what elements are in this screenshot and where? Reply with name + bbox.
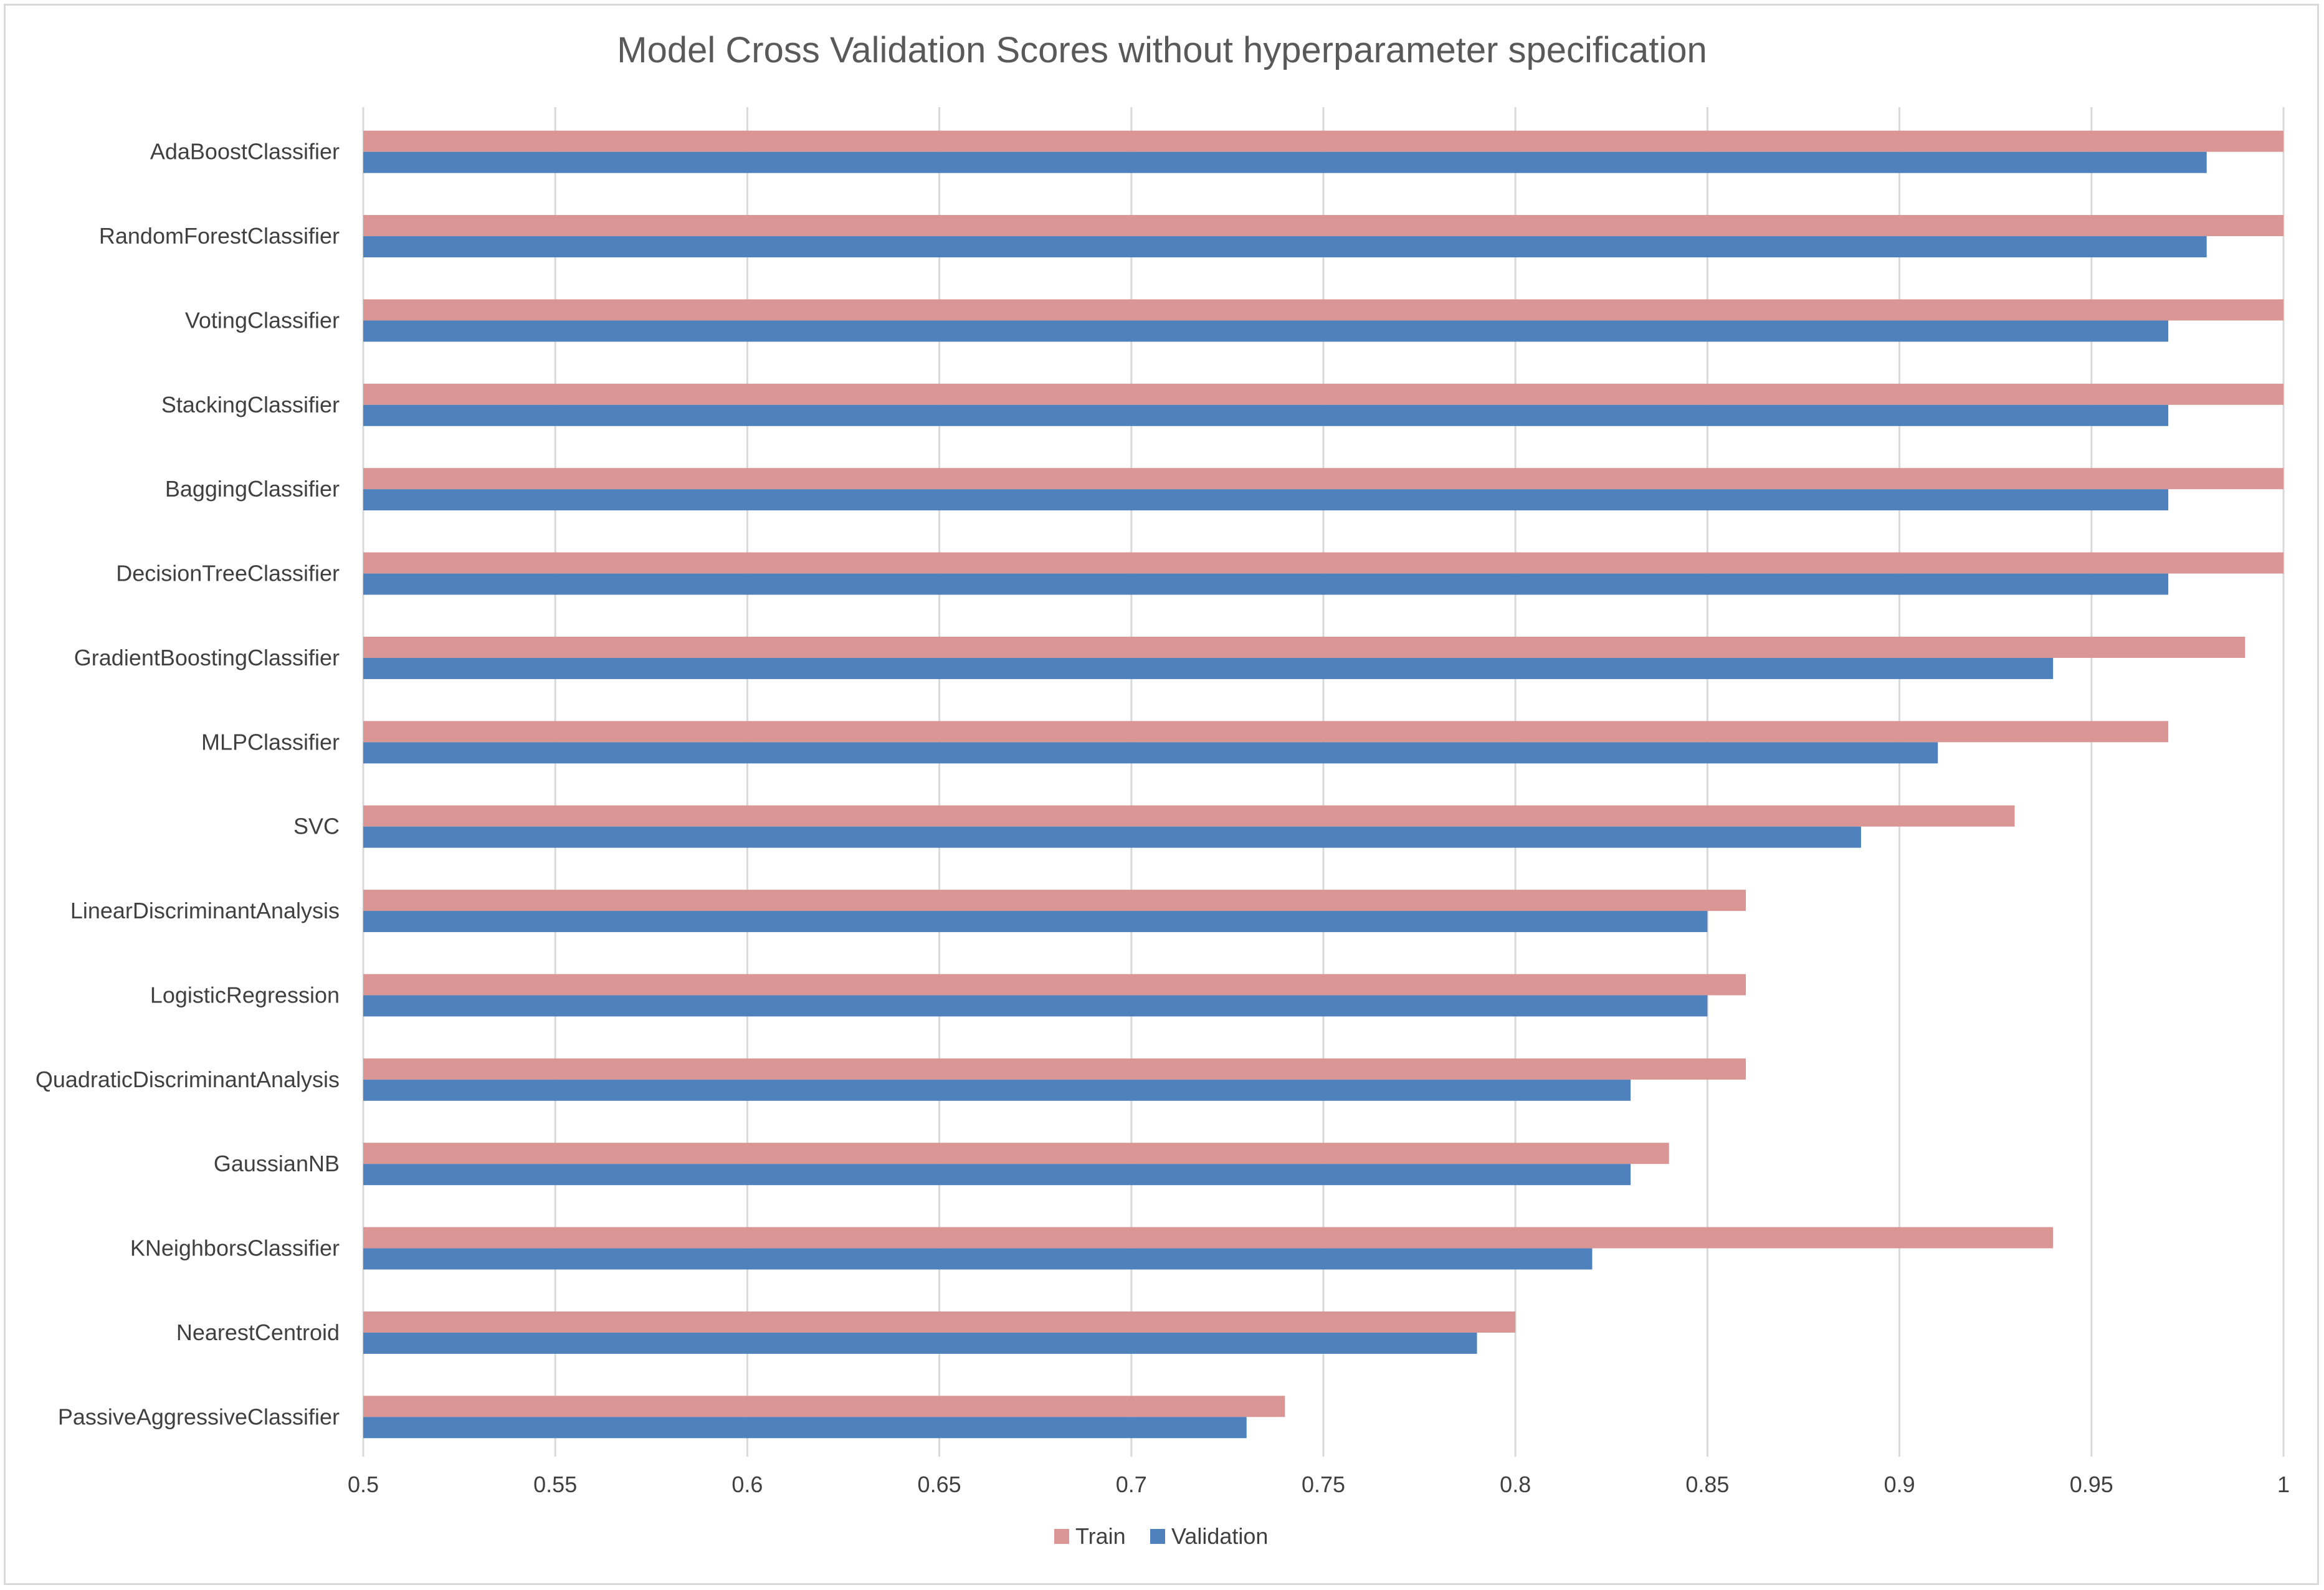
x-tick-label: 0.7	[1116, 1472, 1147, 1497]
validation-bar	[363, 404, 2169, 426]
x-tick-label: 0.9	[1884, 1472, 1915, 1497]
category-label: GradientBoostingClassifier	[74, 645, 340, 670]
validation-bar	[363, 151, 2207, 173]
validation-bar	[363, 1164, 1631, 1186]
validation-legend-swatch	[1150, 1529, 1165, 1544]
validation-bar	[363, 1079, 1631, 1101]
x-tick-label: 1	[2277, 1472, 2290, 1497]
validation-bar	[363, 911, 1708, 933]
validation-bar	[363, 1248, 1593, 1270]
category-label: KNeighborsClassifier	[130, 1235, 340, 1261]
train-bar	[363, 1058, 1746, 1080]
validation-bar	[363, 489, 2169, 511]
chart-title: Model Cross Validation Scores without hy…	[617, 30, 1707, 70]
train-bar	[363, 636, 2245, 658]
category-label: StackingClassifier	[161, 392, 340, 417]
category-label: DecisionTreeClassifier	[116, 561, 340, 586]
category-label: SVC	[293, 814, 340, 839]
train-bar	[363, 130, 2284, 152]
validation-bar	[363, 1417, 1247, 1439]
train-bar	[363, 805, 2015, 827]
x-tick-label: 0.85	[1685, 1472, 1729, 1497]
train-bar	[363, 552, 2284, 574]
x-tick-label: 0.65	[918, 1472, 961, 1497]
category-label: QuadraticDiscriminantAnalysis	[36, 1067, 340, 1092]
validation-bar	[363, 573, 2169, 595]
train-legend-label: Train	[1075, 1523, 1126, 1549]
validation-bar	[363, 320, 2169, 342]
x-tick-label: 0.55	[533, 1472, 577, 1497]
train-bar	[363, 1143, 1669, 1164]
x-tick-label: 0.95	[2070, 1472, 2113, 1497]
train-bar	[363, 383, 2284, 405]
train-bar	[363, 721, 2169, 743]
category-label: RandomForestClassifier	[99, 223, 340, 249]
train-bar	[363, 468, 2284, 490]
category-label: LinearDiscriminantAnalysis	[70, 898, 340, 923]
category-label: LogisticRegression	[150, 982, 340, 1007]
category-label: MLPClassifier	[201, 729, 340, 755]
category-label: VotingClassifier	[185, 307, 340, 333]
validation-bar	[363, 826, 1861, 848]
category-axis-labels: AdaBoostClassifier RandomForestClassifier…	[36, 139, 340, 1430]
train-bar	[363, 1227, 2054, 1249]
validation-bar	[363, 995, 1708, 1017]
train-bar	[363, 299, 2284, 321]
validation-bar	[363, 236, 2207, 258]
train-bar	[363, 890, 1746, 912]
category-label: PassiveAggressiveClassifier	[58, 1404, 340, 1429]
train-bar	[363, 974, 1746, 996]
category-label: GaussianNB	[214, 1151, 340, 1176]
validation-bar	[363, 742, 1938, 764]
validation-legend-label: Validation	[1171, 1523, 1268, 1549]
category-label: BaggingClassifier	[165, 476, 340, 502]
category-label: AdaBoostClassifier	[150, 139, 340, 164]
x-tick-label: 0.8	[1500, 1472, 1531, 1497]
value-axis-tick-labels: 0.5 0.55 0.6 0.65 0.7 0.75 0.8 0.85 0.9 0.95 1	[348, 1472, 2290, 1497]
train-bar	[363, 1311, 1516, 1333]
x-tick-label: 0.6	[731, 1472, 763, 1497]
validation-bar	[363, 1332, 1477, 1354]
category-label: NearestCentroid	[176, 1320, 340, 1345]
train-bar	[363, 1396, 1285, 1417]
bars	[363, 130, 2284, 1439]
validation-bar	[363, 657, 2054, 679]
train-bar	[363, 215, 2284, 237]
train-legend-swatch	[1054, 1529, 1069, 1544]
x-tick-label: 0.75	[1302, 1472, 1345, 1497]
legend: Train Validation	[1054, 1523, 1268, 1549]
x-tick-label: 0.5	[348, 1472, 379, 1497]
